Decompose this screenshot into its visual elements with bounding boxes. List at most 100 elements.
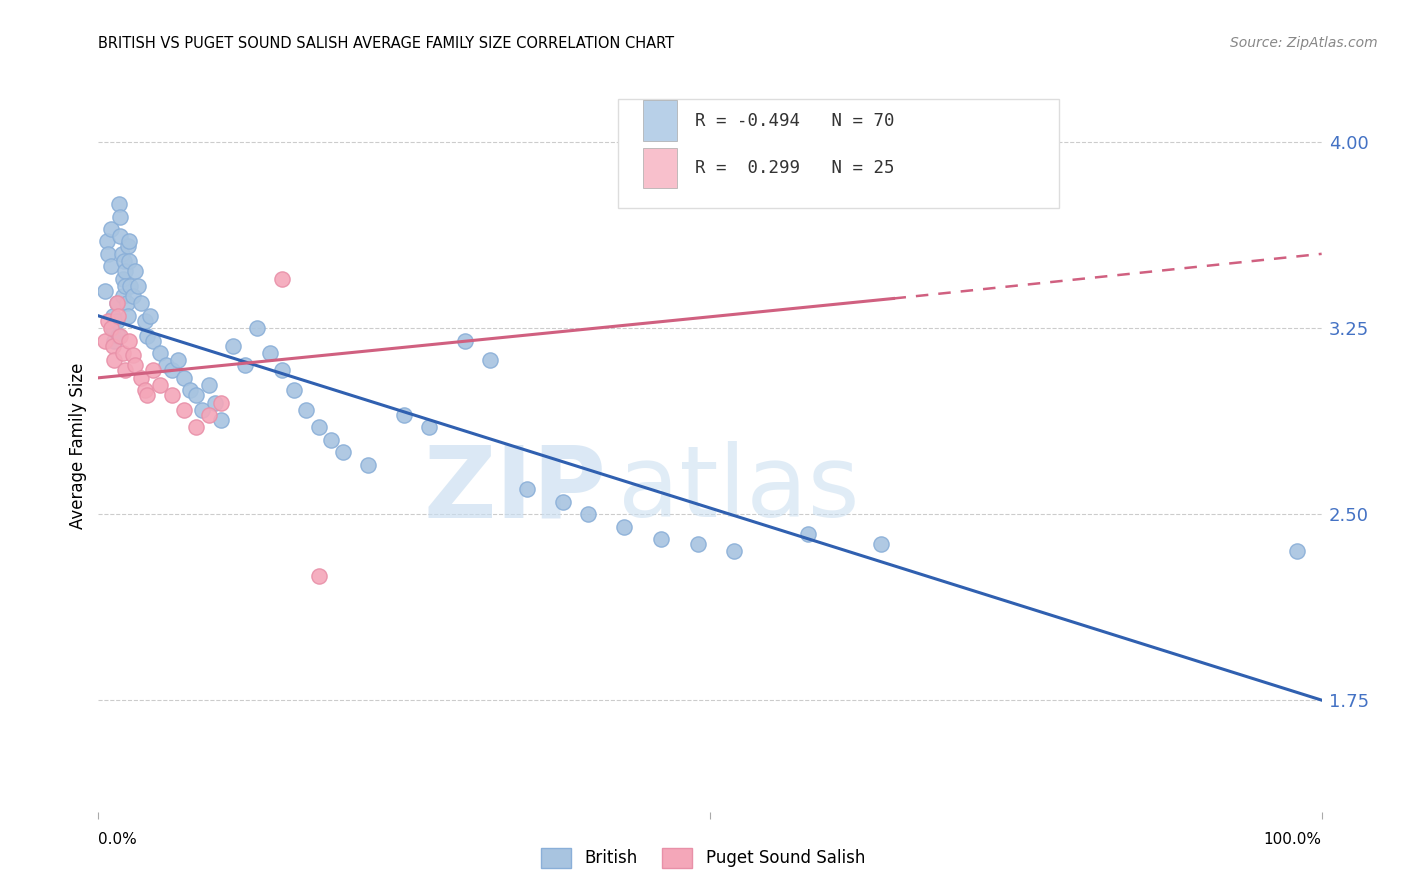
Point <box>115 296 138 310</box>
Point <box>167 353 190 368</box>
Point <box>111 289 134 303</box>
Point <box>107 309 129 323</box>
Point <box>129 371 152 385</box>
Point <box>117 239 139 253</box>
Point <box>270 271 294 285</box>
Text: Source: ZipAtlas.com: Source: ZipAtlas.com <box>1230 36 1378 50</box>
Point <box>129 296 152 310</box>
Point <box>209 413 232 427</box>
Point <box>149 378 172 392</box>
Point <box>270 363 294 377</box>
Point <box>101 309 124 323</box>
Point <box>308 569 330 583</box>
Point <box>111 346 134 360</box>
Point <box>246 321 269 335</box>
Point <box>118 235 141 249</box>
FancyBboxPatch shape <box>643 101 678 141</box>
Y-axis label: Average Family Size: Average Family Size <box>69 363 87 529</box>
Point <box>103 334 125 348</box>
Point <box>134 314 156 328</box>
Point <box>110 328 132 343</box>
Point <box>124 359 146 373</box>
Point <box>142 334 165 348</box>
Text: 100.0%: 100.0% <box>1264 831 1322 847</box>
Point <box>870 537 893 551</box>
Point <box>120 279 142 293</box>
Text: 0.0%: 0.0% <box>98 831 138 847</box>
Point <box>197 378 219 392</box>
Legend: British, Puget Sound Salish: British, Puget Sound Salish <box>534 841 872 875</box>
Point <box>319 433 342 447</box>
Text: R =  0.299   N = 25: R = 0.299 N = 25 <box>696 159 894 177</box>
Point <box>100 259 122 273</box>
Point <box>478 353 501 368</box>
Point <box>121 289 143 303</box>
Point <box>105 314 128 328</box>
Point <box>613 519 636 533</box>
Point <box>118 334 141 348</box>
Point <box>121 349 143 363</box>
Point <box>112 254 135 268</box>
FancyBboxPatch shape <box>619 99 1059 209</box>
Point <box>392 408 416 422</box>
Point <box>204 395 226 409</box>
Point <box>111 271 134 285</box>
Point <box>124 264 146 278</box>
Point <box>105 296 128 310</box>
Point <box>101 338 124 352</box>
Point <box>308 420 330 434</box>
Point <box>209 395 232 409</box>
Point <box>93 334 115 348</box>
Point <box>173 371 195 385</box>
Point <box>283 383 305 397</box>
Point <box>136 328 159 343</box>
Point <box>134 383 156 397</box>
Point <box>650 532 672 546</box>
Point <box>454 334 477 348</box>
Point <box>136 388 159 402</box>
Point <box>155 359 177 373</box>
Point <box>142 363 165 377</box>
Point <box>111 247 134 261</box>
Point <box>110 210 132 224</box>
Point <box>105 296 128 310</box>
Point <box>686 537 709 551</box>
Point <box>103 353 125 368</box>
Point <box>100 321 122 335</box>
Point <box>222 338 245 352</box>
Text: R = -0.494   N = 70: R = -0.494 N = 70 <box>696 112 894 129</box>
Point <box>114 264 136 278</box>
Point <box>97 314 120 328</box>
Point <box>576 507 599 521</box>
Text: ZIP: ZIP <box>423 442 606 539</box>
Point <box>186 420 208 434</box>
Point <box>332 445 354 459</box>
Point <box>233 359 256 373</box>
Point <box>110 229 132 244</box>
Point <box>114 279 136 293</box>
Point <box>118 254 141 268</box>
Point <box>96 235 118 249</box>
Point <box>108 197 131 211</box>
Point <box>100 222 122 236</box>
Point <box>114 363 136 377</box>
Text: atlas: atlas <box>619 442 860 539</box>
Point <box>418 420 440 434</box>
Point <box>160 363 183 377</box>
Point <box>723 544 745 558</box>
Point <box>259 346 281 360</box>
Point <box>186 388 208 402</box>
Point <box>101 321 124 335</box>
Point <box>149 346 172 360</box>
Point <box>553 495 575 509</box>
Point <box>356 458 378 472</box>
Text: BRITISH VS PUGET SOUND SALISH AVERAGE FAMILY SIZE CORRELATION CHART: BRITISH VS PUGET SOUND SALISH AVERAGE FA… <box>98 36 675 51</box>
Point <box>191 403 214 417</box>
Point <box>797 527 820 541</box>
Point <box>107 328 129 343</box>
Point <box>1286 544 1309 558</box>
Point <box>93 284 115 298</box>
Point <box>117 309 139 323</box>
Point <box>173 403 195 417</box>
Point <box>139 309 162 323</box>
